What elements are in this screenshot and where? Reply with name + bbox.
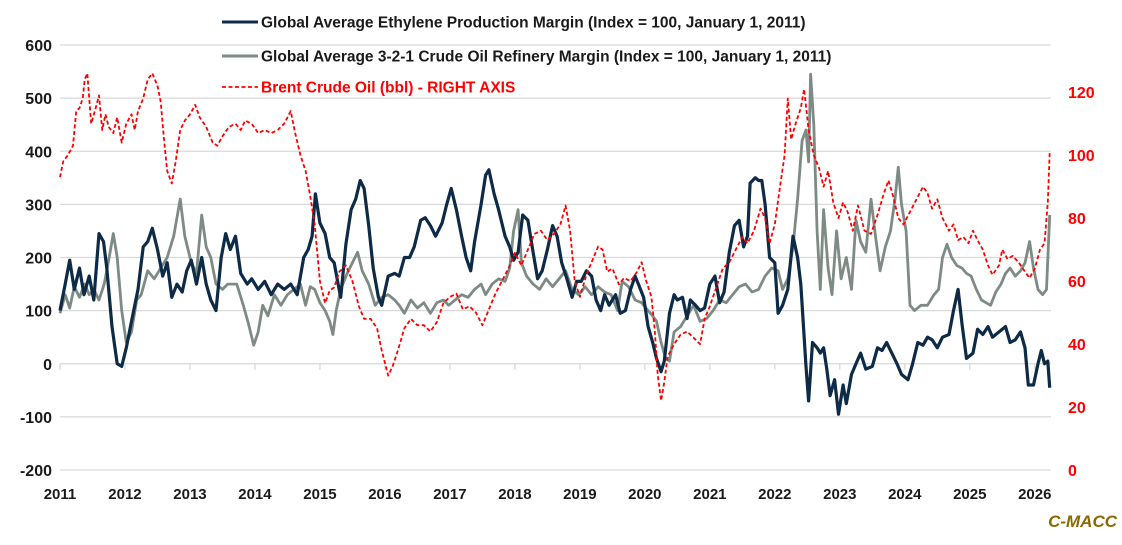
left-tick-label: 0: [43, 357, 52, 374]
x-tick-label: 2024: [888, 486, 922, 503]
x-tick-label: 2016: [368, 486, 401, 503]
x-tick-label: 2017: [433, 486, 466, 503]
x-tick-label: 2012: [108, 486, 141, 503]
series-line-refinery: [58, 72, 1052, 363]
x-tick-label: 2018: [498, 486, 531, 503]
left-axis-ticks: -200 -100 0 100 200 300 400 500 600: [20, 38, 52, 480]
legend-label-brent: Brent Crude Oil (bbl) - RIGHT AXIS: [261, 80, 515, 97]
right-tick-label: 40: [1068, 337, 1086, 354]
x-tick-label: 2022: [758, 486, 791, 503]
x-tick-label: 2011: [44, 486, 77, 503]
right-tick-label: 80: [1068, 211, 1086, 228]
legend: Global Average Ethylene Production Margi…: [222, 15, 831, 97]
left-tick-label: -200: [20, 463, 52, 480]
right-axis-ticks: 0 20 40 60 80 100 120: [1068, 85, 1095, 480]
x-tick-label: 2013: [173, 486, 206, 503]
right-tick-label: 0: [1068, 463, 1077, 480]
left-tick-label: 600: [25, 38, 52, 55]
x-tick-label: 2023: [823, 486, 856, 503]
series-line-brent: [59, 72, 1051, 402]
legend-label-refinery: Global Average 3-2-1 Crude Oil Refinery …: [261, 49, 831, 66]
x-tick-label: 2020: [628, 486, 661, 503]
series-line-ethylene: [58, 168, 1052, 416]
left-tick-label: 500: [25, 91, 52, 108]
x-tick-label: 2019: [563, 486, 596, 503]
gridlines: [59, 44, 1051, 471]
series-lines: [58, 72, 1052, 416]
right-tick-label: 100: [1068, 148, 1095, 165]
left-tick-label: -100: [20, 410, 52, 427]
right-tick-label: 20: [1068, 400, 1086, 417]
left-tick-label: 300: [25, 197, 52, 214]
left-tick-label: 100: [25, 304, 52, 321]
x-axis-ticks: 2011 2012 2013 2014 2015 2016 2017 2018 2019 2020…: [44, 486, 1052, 503]
x-tick-label: 2026: [1018, 486, 1051, 503]
left-tick-label: 200: [25, 251, 52, 268]
x-tick-label: 2014: [238, 486, 272, 503]
right-tick-label: 60: [1068, 274, 1086, 291]
x-tick-label: 2021: [693, 486, 726, 503]
x-tick-label: 2025: [953, 486, 986, 503]
legend-label-ethylene: Global Average Ethylene Production Margi…: [261, 15, 806, 32]
x-tick-label: 2015: [303, 486, 336, 503]
brand-label: C-MACC: [1048, 512, 1118, 531]
left-tick-label: 400: [25, 144, 52, 161]
right-tick-label: 120: [1068, 85, 1095, 102]
